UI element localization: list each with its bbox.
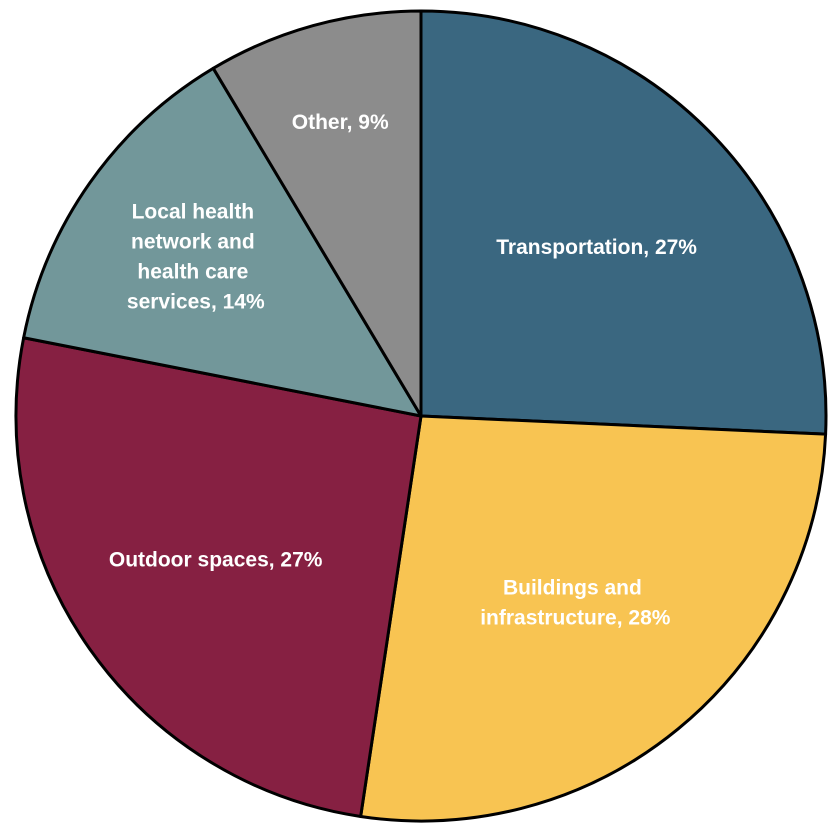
data-label-line: Outdoor spaces, 27% [109,548,323,571]
data-label-line: Buildings and [503,576,648,599]
pie-slice [359,414,828,823]
pie-slice [419,9,828,436]
data-label-line: Local health [132,200,260,223]
data-label: Other, 9% [292,111,389,134]
data-label-line: Transportation, 27% [496,236,697,259]
data-label: Buildings and infrastructure, 28% [480,576,671,629]
data-label: Outdoor spaces, 27% [109,548,323,571]
pie-slice [14,336,423,818]
data-label: Local health network and health care ser… [127,200,265,313]
data-label-line: health care [137,260,254,283]
data-label-line: services, 14% [127,290,265,313]
data-label-line: infrastructure, 28% [480,606,671,629]
pie-slice [22,66,423,418]
data-label-line: network and [131,230,261,253]
data-label-line: Other, 9% [292,111,389,134]
data-label: Transportation, 27% [496,236,697,259]
pie-slice [211,9,423,418]
